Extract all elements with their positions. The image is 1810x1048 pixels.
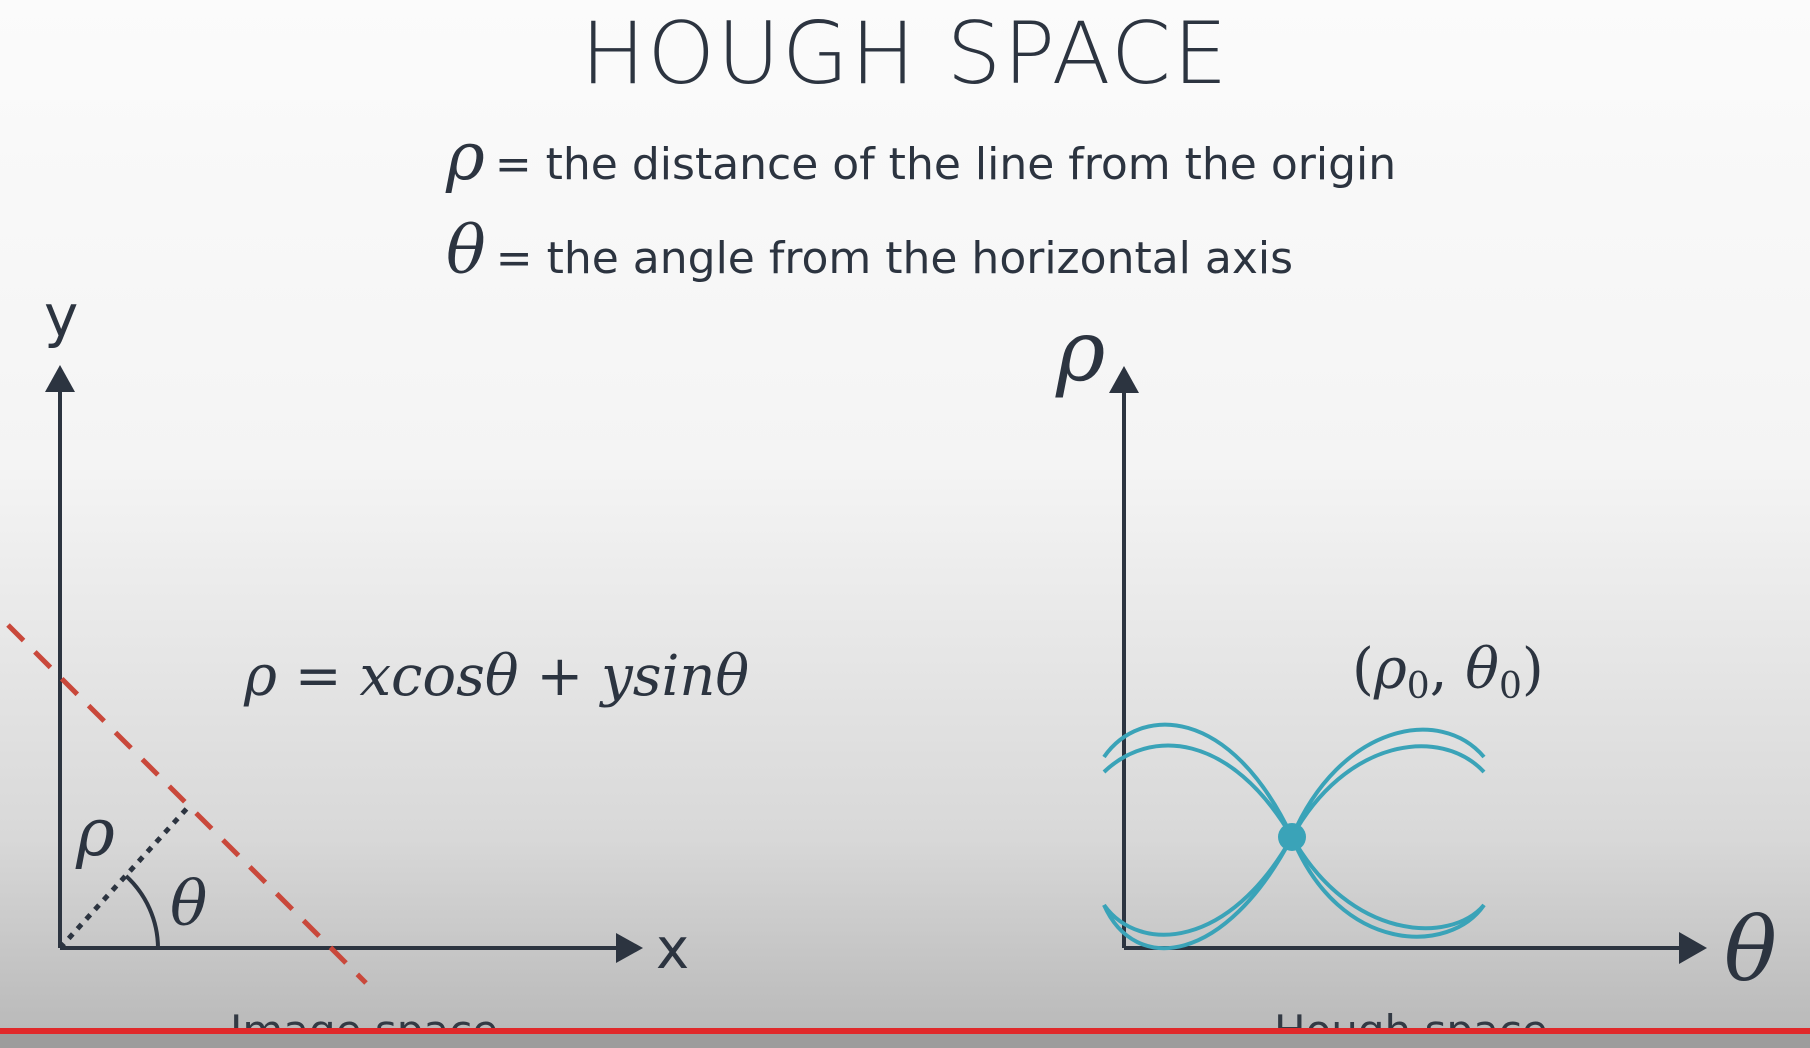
normal-segment bbox=[58, 803, 192, 950]
definition-rho: ρ = the distance of the line from the or… bbox=[446, 118, 1396, 195]
polar-line-equation: ρ = xcosθ + ysinθ bbox=[243, 644, 749, 709]
hough-theta-axis-arrow-icon bbox=[1679, 932, 1707, 964]
hough-space-panel: ρ θ (ρ0, θ0) Hough space bbox=[1055, 302, 1777, 1048]
hough-rho-axis-arrow-icon bbox=[1109, 366, 1139, 393]
image-x-axis-arrow-icon bbox=[616, 933, 643, 963]
definition-theta: θ = the angle from the horizontal axis bbox=[446, 212, 1293, 289]
page-title: HOUGH SPACE bbox=[580, 4, 1230, 104]
theta-symbol: θ bbox=[446, 212, 486, 289]
image-space-panel: y x ρ θ ρ = xcosθ + ysinθ Image space bbox=[6, 282, 749, 1048]
video-controls-strip bbox=[0, 1034, 1810, 1048]
image-y-axis-arrow-icon bbox=[45, 365, 75, 392]
theta-arc bbox=[124, 874, 160, 949]
video-progress-bar[interactable] bbox=[0, 1028, 1810, 1034]
definition-theta-text: = the angle from the horizontal axis bbox=[495, 233, 1294, 284]
rho-symbol: ρ bbox=[446, 118, 485, 195]
image-theta-label: θ bbox=[170, 867, 207, 940]
image-line bbox=[6, 623, 368, 985]
hough-rho-axis-label: ρ bbox=[1055, 302, 1105, 400]
image-y-axis-label: y bbox=[44, 282, 78, 350]
image-x-axis-label: x bbox=[656, 917, 689, 982]
hough-theta-axis-label: θ bbox=[1724, 898, 1777, 1001]
intersection-label: (ρ0, θ0) bbox=[1352, 637, 1544, 707]
image-rho-label: ρ bbox=[75, 794, 115, 871]
intersection-point bbox=[1278, 823, 1306, 851]
definition-rho-text: = the distance of the line from the orig… bbox=[494, 139, 1397, 190]
